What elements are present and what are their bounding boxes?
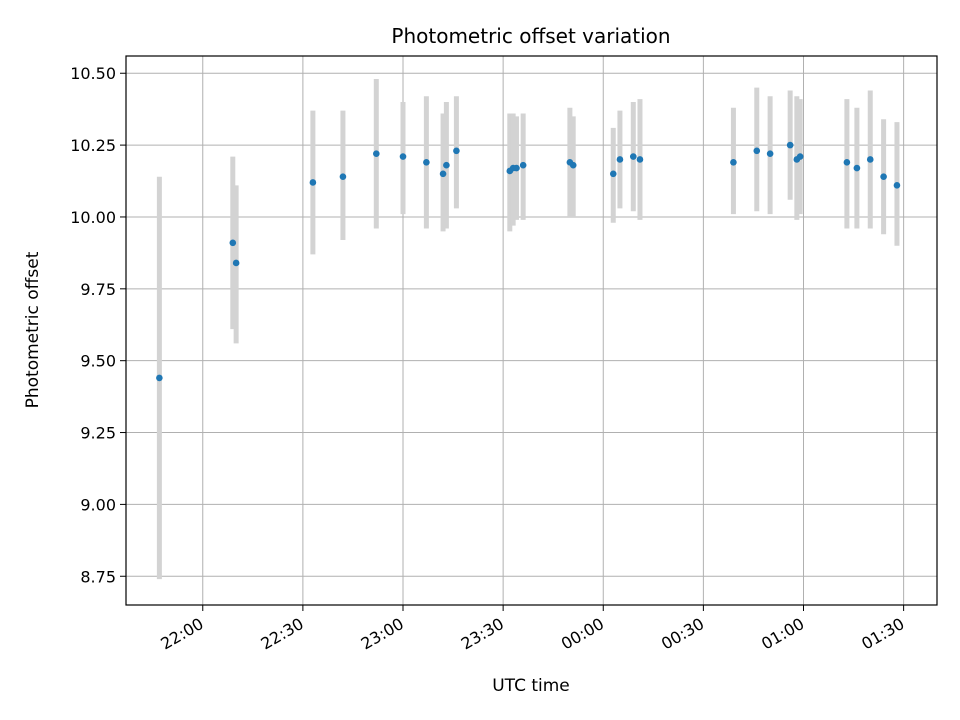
data-point (853, 164, 861, 172)
data-point (880, 173, 887, 181)
data-point (156, 374, 163, 382)
data-point (399, 153, 407, 160)
data-point (636, 156, 644, 163)
x-tick-label: 23:30 (458, 614, 507, 654)
data-points (156, 141, 901, 382)
x-tick-label: 01:00 (758, 614, 807, 654)
data-point (513, 164, 520, 172)
data-point (339, 173, 347, 181)
data-point (373, 150, 380, 158)
data-point (423, 159, 430, 166)
data-point (309, 179, 317, 186)
x-tick-label: 23:00 (358, 614, 407, 654)
data-point (753, 147, 761, 155)
x-tick-label: 00:00 (558, 614, 607, 654)
data-point (893, 182, 901, 189)
data-point (232, 259, 240, 267)
data-point (453, 147, 460, 155)
x-tick-label: 22:30 (257, 614, 306, 654)
y-tick-label: 10.50 (70, 64, 116, 83)
y-tick-label: 10.00 (70, 208, 116, 227)
chart-title: Photometric offset variation (391, 24, 670, 48)
data-point (519, 161, 527, 169)
data-point (443, 161, 450, 169)
data-point (866, 156, 874, 163)
data-point (796, 153, 804, 160)
x-axis: 22:00 22:30 23:00 23:30 00:00 00:30 01:00 01:30 (157, 605, 908, 654)
x-tick-label: 00:30 (658, 614, 707, 654)
y-tick-label: 9.75 (80, 280, 116, 299)
y-tick-label: 9.25 (80, 424, 116, 443)
data-point (629, 153, 637, 160)
y-tick-label: 8.75 (80, 567, 116, 586)
y-tick-label: 9.00 (80, 495, 116, 514)
plot-frame (125, 55, 938, 606)
y-tick-label: 10.25 (70, 136, 116, 155)
data-point (609, 170, 617, 178)
data-point (616, 156, 624, 163)
x-tick-label: 01:30 (858, 614, 907, 654)
data-point (786, 141, 794, 149)
data-point (569, 161, 577, 169)
y-axis: 8.75 9.00 9.25 9.50 9.75 10.00 10.25 10.50 (70, 64, 126, 586)
x-axis-label: UTC time (492, 676, 570, 696)
data-point (766, 150, 774, 158)
grid (126, 56, 937, 605)
data-point (843, 159, 851, 166)
data-point (730, 159, 737, 166)
data-point (439, 170, 447, 178)
data-point (229, 239, 237, 247)
y-axis-label: Photometric offset (23, 251, 43, 408)
y-tick-label: 9.50 (80, 352, 116, 371)
x-tick-label: 22:00 (157, 614, 206, 654)
